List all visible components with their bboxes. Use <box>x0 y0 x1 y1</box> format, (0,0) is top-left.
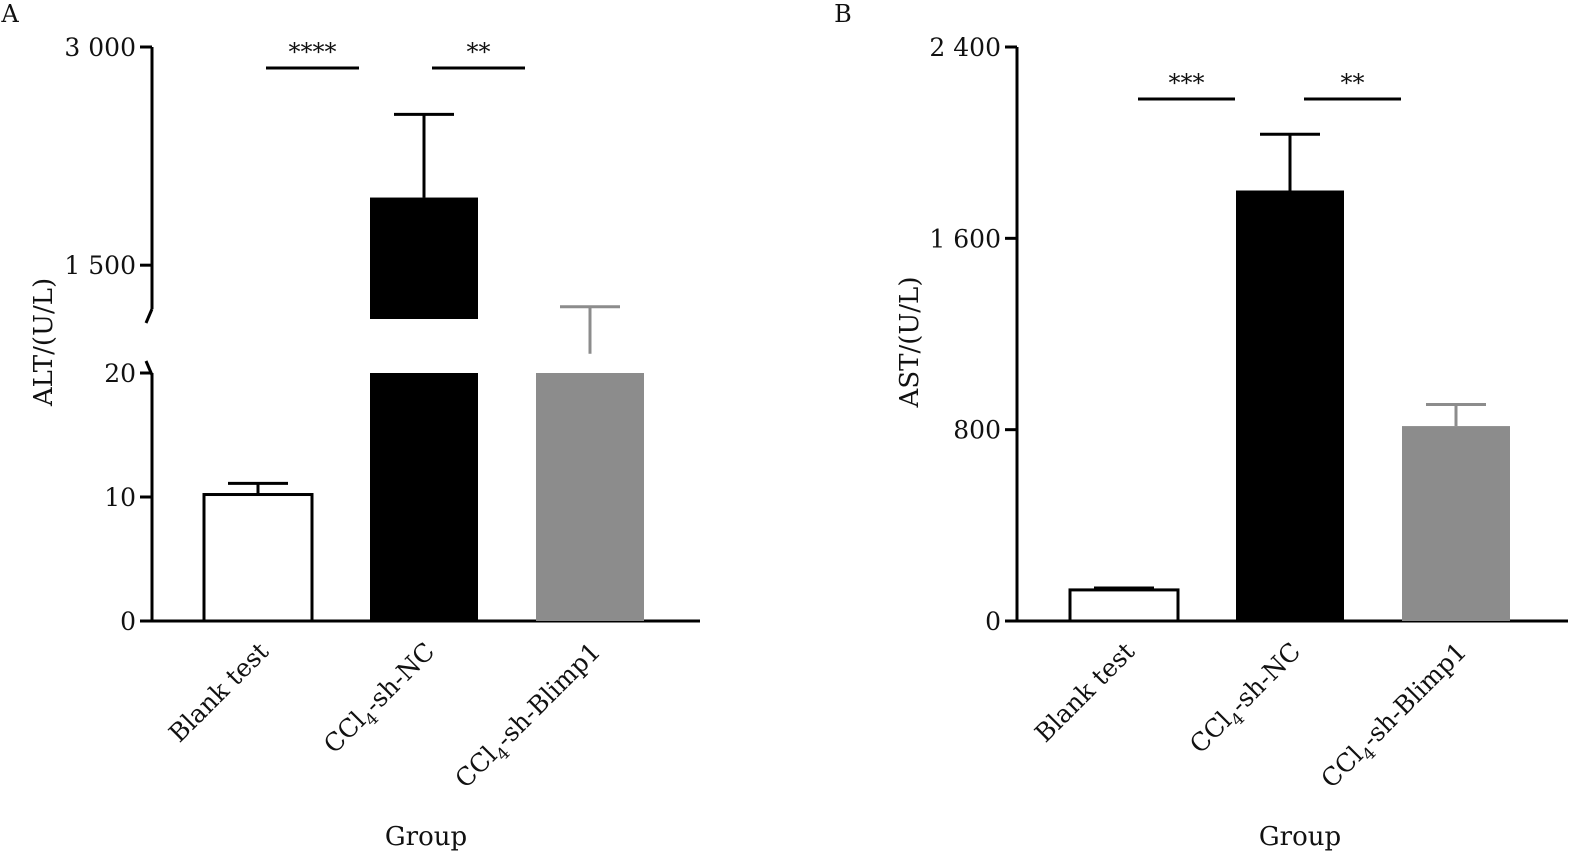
panel-a-xlabel: Group <box>385 822 467 852</box>
panel-a-category-label: Blank test <box>163 637 274 748</box>
panel-b-ytick-label: 2 400 <box>929 33 1001 62</box>
panel-a-category-label: CCl4-sh-NC <box>318 637 445 764</box>
panel-b-label: B <box>834 0 852 28</box>
panel-a-ytick-label-lower: 20 <box>104 359 136 388</box>
panel-a-bar-lower-segment <box>536 373 644 621</box>
panel-a-ytick-label-lower: 10 <box>104 483 136 512</box>
panel-b-category-label: CCl4-sh-Blimp1 <box>1315 637 1476 798</box>
panel-a-ytick-label-upper: 3 000 <box>64 33 136 62</box>
panel-b-category-label-rest: -sh-Blimp1 <box>1356 637 1473 754</box>
panel-b-ytick-label: 0 <box>985 607 1001 636</box>
panel-b-category-label-rest: -sh-NC <box>1224 637 1306 719</box>
panel-a-bar-upper-segment <box>370 197 478 319</box>
panel-a-ytick-label-upper: 1 500 <box>64 251 136 280</box>
panel-b-significance-label: ** <box>1341 69 1365 97</box>
panel-a-axis-break-upper <box>144 308 154 324</box>
panel-a-ylabel: ALT/(U/L) <box>29 278 59 407</box>
panel-b-xlabel: Group <box>1259 822 1341 852</box>
panel-a-label: A <box>0 0 19 28</box>
panel-b-category-label: Blank test <box>1029 637 1140 748</box>
panel-a-bar <box>202 493 314 623</box>
panel-b-category-label-text: CCl4-sh-NC <box>1184 637 1311 764</box>
panel-a-bar-lower-segment <box>370 373 478 621</box>
panel-b-bar <box>1068 588 1180 623</box>
panel-b-bar <box>1402 426 1510 621</box>
panel-a-significance-label: **** <box>289 38 337 66</box>
panel-a-category-label-rest: -sh-Blimp1 <box>490 637 607 754</box>
panel-a-ytick-label-lower: 0 <box>120 607 136 636</box>
panel-a-category-label-main: Blank test <box>163 637 274 748</box>
panel-b-category-label: CCl4-sh-NC <box>1184 637 1311 764</box>
panel-b-significance-label: *** <box>1169 69 1205 97</box>
panel-a-category-label-rest: -sh-NC <box>358 637 440 719</box>
panel-a-significance-label: ** <box>467 38 491 66</box>
panel-a-category-label-text: Blank test <box>163 637 274 748</box>
panel-b-category-label-text: CCl4-sh-Blimp1 <box>1315 637 1476 798</box>
panel-b-bar <box>1236 190 1344 621</box>
panel-b-ytick-label: 1 600 <box>929 224 1001 253</box>
panel-b-category-label-main: Blank test <box>1029 637 1140 748</box>
panel-b-category-label-text: Blank test <box>1029 637 1140 748</box>
panel-b-ytick-label: 800 <box>953 416 1001 445</box>
panel-a-category-label-text: CCl4-sh-Blimp1 <box>449 637 610 798</box>
panel-a-category-label: CCl4-sh-Blimp1 <box>449 637 610 798</box>
panel-b-ylabel: AST/(U/L) <box>895 277 925 409</box>
panel-a-category-label-text: CCl4-sh-NC <box>318 637 445 764</box>
